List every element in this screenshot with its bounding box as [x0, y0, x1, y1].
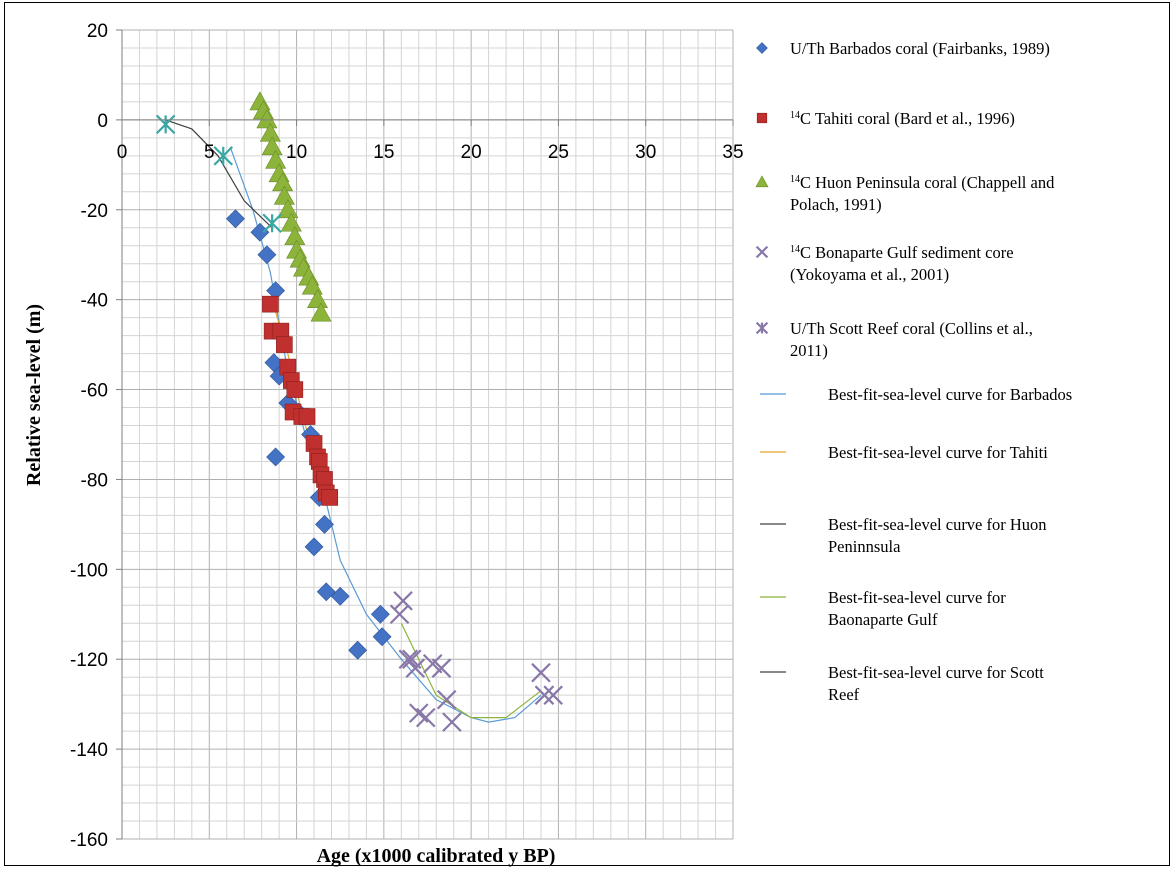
legend: U/Th Barbados coral (Fairbanks, 1989) 14C… [755, 39, 1072, 704]
data-point-square [298, 408, 316, 425]
axes: 20 0 -20 -40 -60 -80 -100 -120 -140 -160 0 5 10 15 20 2… [70, 21, 744, 851]
data-point-triangle [256, 109, 278, 129]
data-point-square [276, 336, 293, 353]
data-point-diamond [250, 222, 270, 242]
legend-x-icon [755, 245, 769, 259]
best-fit-curve-5 [165, 119, 273, 229]
data-point-x [393, 591, 413, 611]
data-point-asterisk [155, 114, 176, 135]
x-tick-label: 30 [635, 142, 656, 163]
legend-label: Best-fit-sea-level curve for Tahiti [828, 443, 1048, 462]
data-point-x [389, 604, 410, 625]
x-tick-label: 15 [373, 142, 394, 163]
y-tick-label: -100 [70, 560, 108, 581]
data-point-triangle [307, 289, 329, 308]
legend-label: Best-fit-sea-level curve for Huon [828, 515, 1047, 534]
legend-label: 2011) [790, 341, 828, 360]
data-point-square [321, 489, 339, 506]
y-tick-label: -160 [70, 830, 108, 851]
y-axis-title: Relative sea-level (m) [23, 304, 45, 486]
legend-label: 14C Huon Peninsula coral (Chappell and [790, 173, 1055, 192]
y-tick-label: -140 [70, 740, 108, 761]
y-tick-label: -60 [81, 381, 108, 402]
data-point-triangle [277, 199, 299, 219]
x-tick-label: 20 [461, 142, 482, 163]
legend-label: 14C Bonaparte Gulf sediment core [790, 243, 1014, 262]
legend-label: Best-fit-sea-level curve for Scott [828, 663, 1044, 682]
best-fit-curves [165, 106, 542, 723]
data-point-diamond [348, 640, 368, 660]
x-tick-label: 10 [286, 142, 307, 163]
data-point-triangle [265, 149, 287, 169]
y-tick-label: 20 [87, 21, 108, 42]
y-tick-label: -20 [81, 201, 108, 222]
data-point-diamond [304, 537, 324, 557]
x-axis-title: Age (x1000 calibrated y BP) [317, 845, 556, 867]
data-point-asterisk [262, 213, 282, 234]
data-point-square [262, 295, 279, 313]
legend-label: Best-fit-sea-level curve for Barbados [828, 385, 1072, 404]
data-point-diamond [372, 627, 392, 647]
y-tick-label: 0 [97, 111, 108, 132]
legend-label: U/Th Scott Reef coral (Collins et al., [790, 319, 1033, 338]
x-tick-label: 0 [117, 142, 128, 163]
x-tick-label: 25 [548, 142, 569, 163]
legend-label: Polach, 1991) [790, 195, 882, 214]
legend-label: Reef [828, 685, 860, 704]
data-point-triangle [273, 185, 295, 205]
legend-label: 14C Tahiti coral (Bard et al., 1996) [790, 109, 1015, 128]
data-point-triangle [280, 212, 302, 232]
legend-label: Peninnsula [828, 537, 901, 556]
data-point-x [531, 662, 551, 683]
data-point-asterisk [213, 146, 234, 166]
data-point-x [442, 712, 462, 732]
legend-triangle-icon [755, 175, 769, 188]
data-point-diamond [330, 586, 350, 606]
data-points [155, 91, 563, 732]
legend-label: (Yokoyama et al., 2001) [790, 265, 949, 284]
x-tick-label: 5 [204, 142, 215, 163]
data-point-x [534, 685, 555, 705]
legend-diamond-icon [756, 42, 768, 54]
data-point-diamond [370, 604, 390, 624]
data-point-diamond [315, 514, 334, 534]
y-tick-label: -40 [81, 291, 108, 312]
data-point-diamond [226, 209, 245, 229]
data-point-x [436, 689, 457, 710]
data-point-x [543, 685, 563, 705]
legend-label: Baonaparte Gulf [828, 610, 938, 629]
y-tick-label: -80 [81, 470, 108, 491]
data-point-x [398, 649, 419, 669]
data-point-square [286, 381, 304, 398]
x-tick-label: 35 [722, 142, 743, 163]
data-point-x [415, 707, 436, 728]
y-tick-label: -120 [70, 650, 108, 671]
data-point-x [431, 658, 452, 678]
data-point-diamond [266, 447, 286, 467]
data-point-diamond [257, 245, 277, 265]
chart-frame [4, 2, 1170, 866]
legend-square-icon [756, 112, 768, 124]
legend-asterisk-icon [755, 321, 769, 335]
data-point-x [405, 658, 426, 678]
data-point-triangle [310, 302, 332, 322]
data-point-triangle [261, 136, 283, 156]
legend-label: Best-fit-sea-level curve for [828, 588, 1006, 607]
legend-label: U/Th Barbados coral (Fairbanks, 1989) [790, 39, 1050, 58]
data-point-diamond [316, 582, 336, 602]
